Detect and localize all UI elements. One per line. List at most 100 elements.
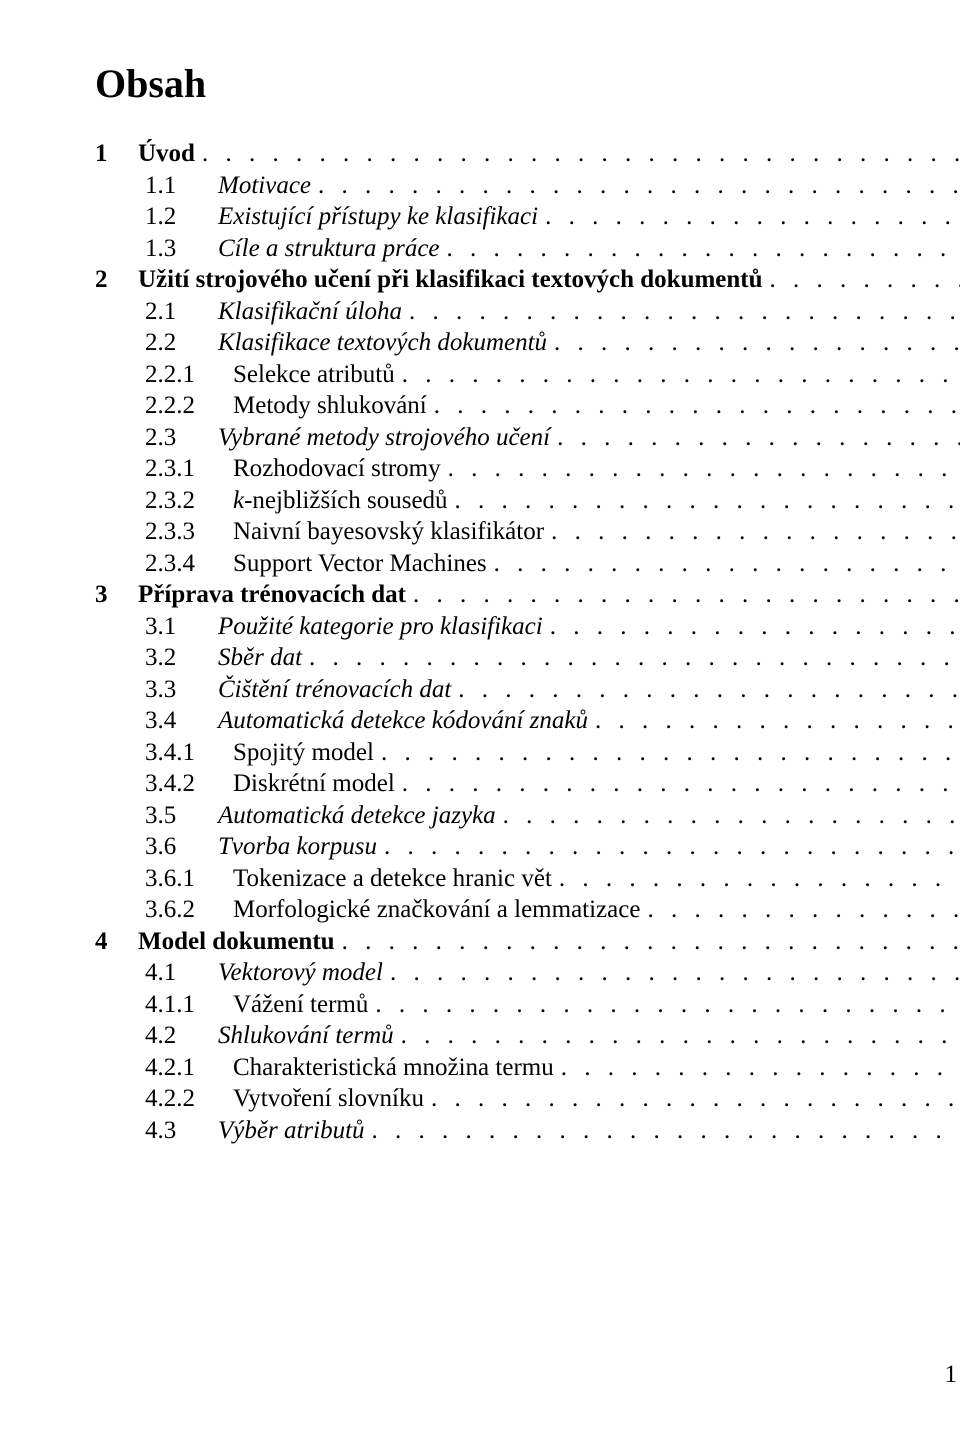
dot-leader: . . . . . . . . . . . . . . . . . . . . … bbox=[394, 1023, 960, 1048]
entry-title: Vážení termů bbox=[233, 992, 368, 1017]
entry-number: 2.1 bbox=[145, 299, 200, 324]
entry-title: Rozhodovací stromy bbox=[233, 456, 441, 481]
toc-row: 3.1 Použité kategorie pro klasifikaci. . … bbox=[95, 614, 960, 639]
toc-row: 3.2 Sběr dat. . . . . . . . . . . . . . .… bbox=[95, 645, 960, 670]
entry-number: 4.1 bbox=[145, 960, 200, 985]
entry-number: 3.6.2 bbox=[145, 897, 215, 922]
dot-leader: . . . . . . . . . . . . . . . . . . . . … bbox=[335, 929, 960, 954]
entry-title: Model dokumentu bbox=[138, 929, 335, 954]
dot-leader: . . . . . . . . . . . . . . . . . . . . … bbox=[496, 803, 960, 828]
entry-title: Shlukování termů bbox=[218, 1023, 394, 1048]
dot-leader: . . . . . . . . . . . . . . . . . . . . … bbox=[554, 1055, 960, 1080]
toc-row: 3.5Automatická detekce jazyka. . . . . .… bbox=[95, 803, 960, 828]
dot-leader: . . . . . . . . . . . . . . . . . . . . … bbox=[763, 267, 960, 292]
entry-title: Motivace bbox=[218, 173, 311, 198]
dot-leader: . . . . . . . . . . . . . . . . . . . . … bbox=[424, 1086, 960, 1111]
dot-leader: . . . . . . . . . . . . . . . . . . . . … bbox=[550, 425, 960, 450]
toc-row: 2.3.4Support Vector Machines. . . . . . … bbox=[95, 551, 960, 576]
entry-title: Tvorba korpusu bbox=[218, 834, 377, 859]
entry-title: Použité kategorie pro klasifikaci bbox=[218, 614, 543, 639]
page: { "title": "Obsah", "footer_page": "1", … bbox=[95, 60, 960, 1429]
toc-title: Obsah bbox=[95, 60, 960, 107]
dot-leader: . . . . . . . . . . . . . . . . . . . . … bbox=[441, 456, 960, 481]
entry-number: 2.3 bbox=[145, 425, 200, 450]
entry-number: 2 bbox=[95, 267, 120, 292]
entry-number: 2.2 bbox=[145, 330, 200, 355]
toc-row: 2.1Klasifikační úloha. . . . . . . . . .… bbox=[95, 299, 960, 324]
toc-row: 2.2.2Metody shlukování. . . . . . . . . … bbox=[95, 393, 960, 418]
entry-number: 4.2 bbox=[145, 1023, 200, 1048]
entry-number: 1.1 bbox=[145, 173, 200, 198]
toc-row: 3.3 Čištění trénovacích dat. . . . . . . … bbox=[95, 677, 960, 702]
entry-number: 3.4 bbox=[145, 708, 200, 733]
dot-leader: . . . . . . . . . . . . . . . . . . . . … bbox=[302, 645, 960, 670]
dot-leader: . . . . . . . . . . . . . . . . . . . . … bbox=[395, 362, 960, 387]
entry-number: 2.3.4 bbox=[145, 551, 215, 576]
toc-row: 1.2Existující přístupy ke klasifikaci. .… bbox=[95, 204, 960, 229]
toc-row: 4.3 Výběr atributů. . . . . . . . . . . .… bbox=[95, 1118, 960, 1143]
dot-leader: . . . . . . . . . . . . . . . . . . . . … bbox=[538, 204, 960, 229]
dot-leader: . . . . . . . . . . . . . . . . . . . . … bbox=[448, 488, 960, 513]
dot-leader: . . . . . . . . . . . . . . . . . . . . … bbox=[395, 771, 960, 796]
entry-title: Naivní bayesovský klasifikátor bbox=[233, 519, 544, 544]
entry-title: Spojitý model bbox=[233, 740, 374, 765]
entry-title: Vybrané metody strojového učení bbox=[218, 425, 550, 450]
entry-number: 4.1.1 bbox=[145, 992, 215, 1017]
entry-number: 2.2.2 bbox=[145, 393, 215, 418]
toc-row: 2.2Klasifikace textových dokumentů. . . … bbox=[95, 330, 960, 355]
entry-title: Úvod bbox=[138, 141, 195, 166]
entry-number: 3.1 bbox=[145, 614, 200, 639]
dot-leader: . . . . . . . . . . . . . . . . . . . . … bbox=[543, 614, 960, 639]
toc-row: 4.1.1 Vážení termů. . . . . . . . . . . .… bbox=[95, 992, 960, 1017]
entry-title: Cíle a struktura práce bbox=[218, 236, 440, 261]
entry-number: 2.2.1 bbox=[145, 362, 215, 387]
toc-row: 2.3.2k-nejbližších sousedů. . . . . . . … bbox=[95, 488, 960, 513]
entry-title: Příprava trénovacích dat bbox=[138, 582, 406, 607]
toc-row: 3.4Automatická detekce kódování znaků. .… bbox=[95, 708, 960, 733]
entry-title: Vektorový model bbox=[218, 960, 383, 985]
dot-leader: . . . . . . . . . . . . . . . . . . . . … bbox=[487, 551, 960, 576]
entry-number: 3.6 bbox=[145, 834, 200, 859]
dot-leader: . . . . . . . . . . . . . . . . . . . . … bbox=[547, 330, 960, 355]
dot-leader: . . . . . . . . . . . . . . . . . . . . … bbox=[451, 677, 960, 702]
dot-leader: . . . . . . . . . . . . . . . . . . . . … bbox=[406, 582, 960, 607]
dot-leader: . . . . . . . . . . . . . . . . . . . . … bbox=[368, 992, 960, 1017]
entry-number: 3.4.1 bbox=[145, 740, 215, 765]
entry-number: 3.4.2 bbox=[145, 771, 215, 796]
toc-row: 3 Příprava trénovacích dat. . . . . . . .… bbox=[95, 582, 960, 607]
dot-leader: . . . . . . . . . . . . . . . . . . . . … bbox=[377, 834, 960, 859]
dot-leader: . . . . . . . . . . . . . . . . . . . . … bbox=[440, 236, 960, 261]
toc-row: 2.2.1 Selekce atributů. . . . . . . . . .… bbox=[95, 362, 960, 387]
entry-number: 2.3.1 bbox=[145, 456, 215, 481]
toc-row: 1.1 Motivace. . . . . . . . . . . . . . .… bbox=[95, 173, 960, 198]
entry-number: 4 bbox=[95, 929, 120, 954]
toc-row: 1Úvod. . . . . . . . . . . . . . . . . .… bbox=[95, 141, 960, 166]
dot-leader: . . . . . . . . . . . . . . . . . . . . … bbox=[552, 866, 960, 891]
entry-number: 3 bbox=[95, 582, 120, 607]
toc-row: 3.4.2Diskrétní model. . . . . . . . . . … bbox=[95, 771, 960, 796]
toc-row: 3.6 Tvorba korpusu. . . . . . . . . . . .… bbox=[95, 834, 960, 859]
toc-row: 4.2 Shlukování termů. . . . . . . . . . .… bbox=[95, 1023, 960, 1048]
dot-leader: . . . . . . . . . . . . . . . . . . . . … bbox=[544, 519, 960, 544]
entry-number: 1.3 bbox=[145, 236, 200, 261]
entry-title: Klasifikační úloha bbox=[218, 299, 402, 324]
entry-title: Metody shlukování bbox=[233, 393, 427, 418]
entry-title: Selekce atributů bbox=[233, 362, 395, 387]
dot-leader: . . . . . . . . . . . . . . . . . . . . … bbox=[311, 173, 960, 198]
dot-leader: . . . . . . . . . . . . . . . . . . . . … bbox=[365, 1118, 960, 1143]
entry-number: 1 bbox=[95, 141, 120, 166]
entry-title: Čištění trénovacích dat bbox=[218, 677, 451, 702]
entry-number: 3.3 bbox=[145, 677, 200, 702]
entry-title: Výběr atributů bbox=[218, 1118, 365, 1143]
entry-title: Sběr dat bbox=[218, 645, 302, 670]
toc-row: 1.3 Cíle a struktura práce. . . . . . . .… bbox=[95, 236, 960, 261]
entry-number: 1.2 bbox=[145, 204, 200, 229]
page-number: 1 bbox=[945, 1361, 958, 1389]
dot-leader: . . . . . . . . . . . . . . . . . . . . … bbox=[588, 708, 960, 733]
toc-row: 3.6.1Tokenizace a detekce hranic vět. . … bbox=[95, 866, 960, 891]
entry-title: Morfologické značkování a lemmatizace bbox=[233, 897, 640, 922]
entry-number: 4.3 bbox=[145, 1118, 200, 1143]
toc-list: 1 Úvod . . . . . . . . . . . . . . . . . .… bbox=[95, 141, 960, 1143]
entry-number: 3.5 bbox=[145, 803, 200, 828]
entry-number: 3.2 bbox=[145, 645, 200, 670]
